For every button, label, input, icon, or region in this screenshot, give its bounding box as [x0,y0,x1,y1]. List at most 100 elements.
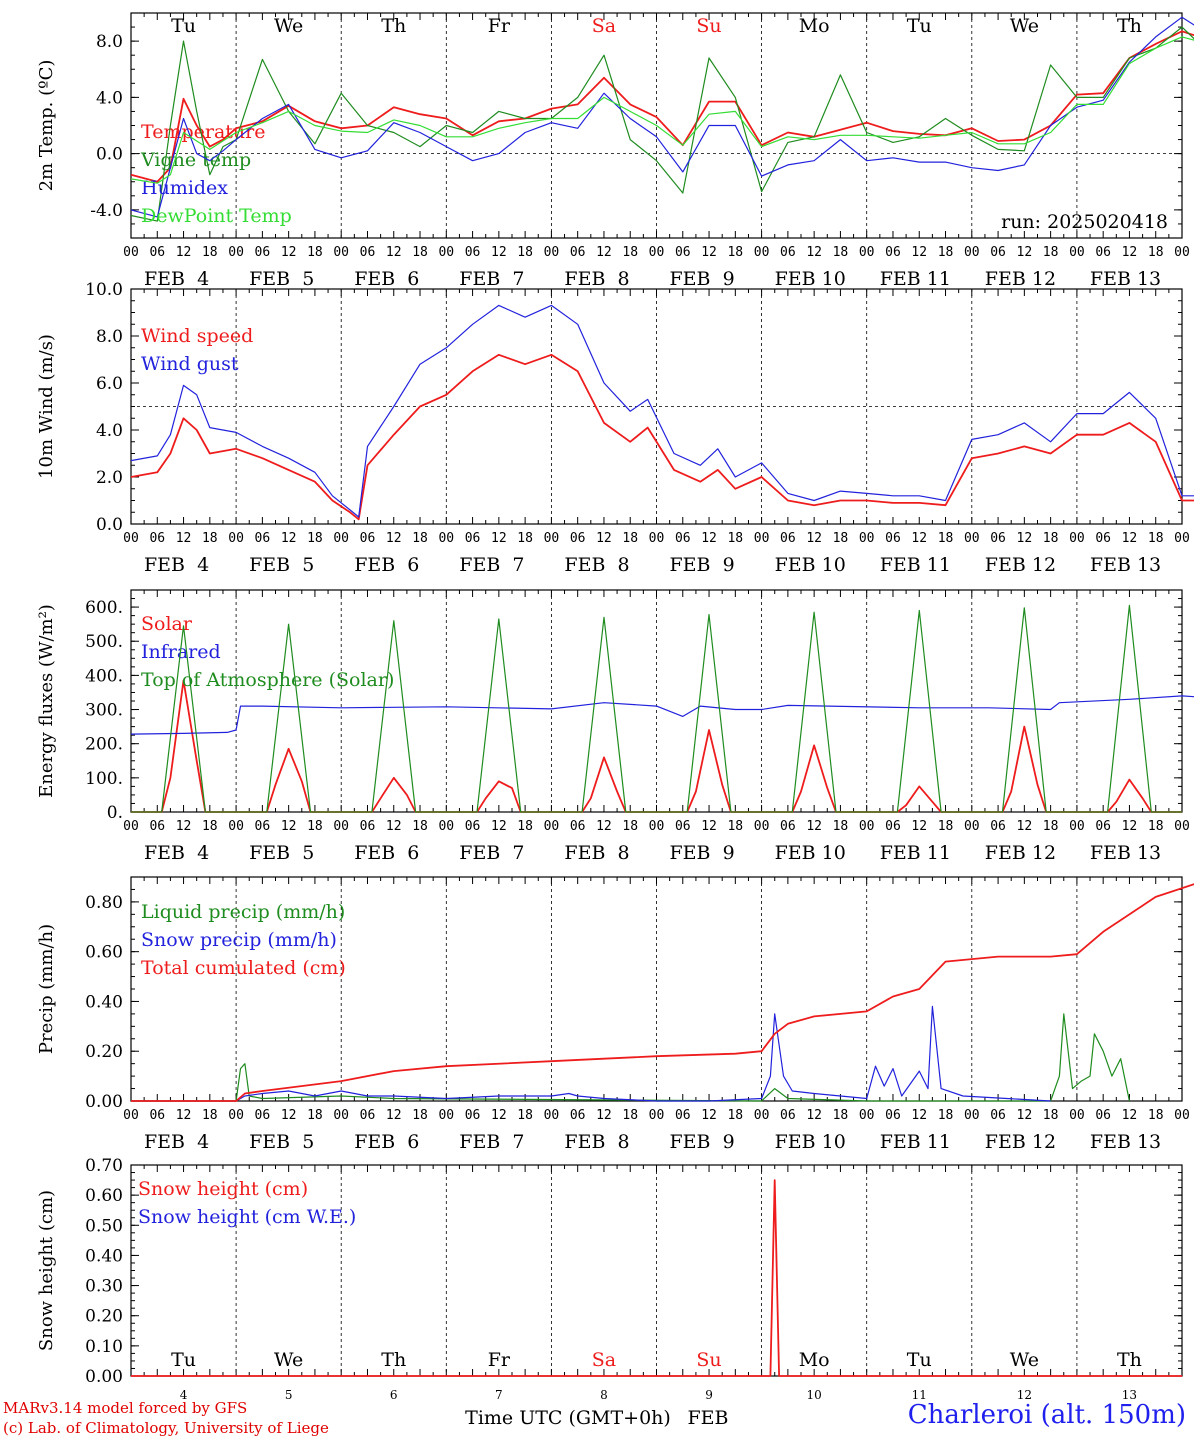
hour-label: 06 [465,1108,481,1123]
date-label: FEB 4 [144,268,209,290]
hour-label: 06 [675,245,691,260]
hour-label: 12 [701,531,717,546]
date-label: FEB 12 [985,1131,1056,1153]
hour-label: 00 [859,245,875,260]
hour-label: 12 [386,1108,402,1123]
hour-label: 18 [1043,531,1059,546]
hour-label: 06 [1095,1108,1111,1123]
hour-label: 18 [517,819,533,834]
hour-label: 18 [202,1108,218,1123]
y-tick-label: 4.0 [96,421,123,441]
day-abbr: We [1010,15,1039,37]
hour-label: 18 [1043,819,1059,834]
series-line [130,16,1194,218]
hour-label: 06 [149,1108,165,1123]
hour-label: 18 [517,1108,533,1123]
date-label: FEB 9 [670,1131,735,1153]
day-abbr: Th [1117,1349,1142,1371]
hour-label: 00 [859,531,875,546]
hour-label: 00 [964,819,980,834]
hour-label: 12 [701,819,717,834]
hour-label: 12 [701,1108,717,1123]
day-number: 6 [390,1388,398,1402]
day-abbr: Tu [907,1349,932,1371]
hour-label: 06 [255,531,271,546]
hour-label: 12 [491,531,507,546]
x-axis-label: Time UTC (GMT+0h) [465,1407,671,1429]
hour-label: 00 [754,531,770,546]
y-tick-label: 300. [85,701,123,721]
hour-label: 18 [202,819,218,834]
hour-label: 00 [438,531,454,546]
hour-label: 18 [412,1108,428,1123]
hour-label: 00 [333,819,349,834]
y-tick-label: 0.60 [85,1186,123,1206]
hour-label: 18 [1148,1108,1164,1123]
date-label: FEB 12 [985,268,1056,290]
hour-label: 18 [1043,1108,1059,1123]
legend-entry: Solar [141,613,193,635]
hour-label: 06 [570,1108,586,1123]
day-number: 11 [912,1388,927,1402]
hour-label: 12 [1017,531,1033,546]
hour-label: 06 [570,245,586,260]
hour-label: 18 [517,245,533,260]
hour-label: 06 [149,819,165,834]
hour-label: 12 [176,1108,192,1123]
day-abbr: Fr [488,1349,511,1371]
hour-label: 18 [1148,531,1164,546]
hour-label: 18 [1043,245,1059,260]
hour-label: 12 [911,819,927,834]
hour-label: 00 [123,531,139,546]
day-abbr: Mo [799,1349,830,1371]
date-label: FEB 6 [354,1131,419,1153]
series-line [130,304,1194,518]
hour-label: 12 [911,531,927,546]
hour-label: 00 [754,1108,770,1123]
hour-label: 12 [281,819,297,834]
date-label: FEB 7 [459,1131,524,1153]
hour-label: 12 [491,1108,507,1123]
date-label: FEB 10 [775,842,846,864]
hour-label: 18 [307,531,323,546]
hour-label: 18 [833,531,849,546]
hour-label: 12 [281,1108,297,1123]
day-abbr: Tu [171,15,196,37]
y-tick-label: 0.30 [85,1277,123,1297]
y-tick-label: 2.0 [96,468,123,488]
date-label: FEB 9 [670,842,735,864]
hour-label: 12 [1122,531,1138,546]
hour-label: 18 [833,1108,849,1123]
hour-label: 18 [727,819,743,834]
y-tick-label: 100. [85,769,123,789]
day-number: 9 [705,1388,713,1402]
date-label: FEB 13 [1090,842,1161,864]
date-label: FEB 4 [144,842,209,864]
date-label: FEB 8 [564,842,629,864]
hour-label: 06 [360,245,376,260]
hour-label: 06 [360,531,376,546]
y-tick-label: 0.40 [85,1246,123,1266]
hour-label: 18 [622,819,638,834]
day-number: 8 [600,1388,608,1402]
hour-label: 12 [806,819,822,834]
hour-label: 18 [833,245,849,260]
hour-label: 18 [727,1108,743,1123]
day-abbr: Sa [592,1349,616,1371]
hour-label: 12 [806,245,822,260]
hour-label: 00 [964,245,980,260]
series-line [131,883,1194,1102]
date-label: FEB 10 [775,268,846,290]
date-label: FEB 4 [144,554,209,576]
date-label: FEB 9 [670,268,735,290]
y-tick-label: 0.20 [85,1307,123,1327]
hour-label: 00 [1174,1108,1190,1123]
day-abbr: Sa [592,15,616,37]
hour-label: 06 [990,1108,1006,1123]
hour-label: 12 [386,819,402,834]
hour-label: 12 [491,819,507,834]
legend-entry: Wind gust [141,353,239,375]
legend-entry: Wind speed [141,325,253,347]
hour-label: 18 [412,245,428,260]
hour-label: 06 [149,245,165,260]
